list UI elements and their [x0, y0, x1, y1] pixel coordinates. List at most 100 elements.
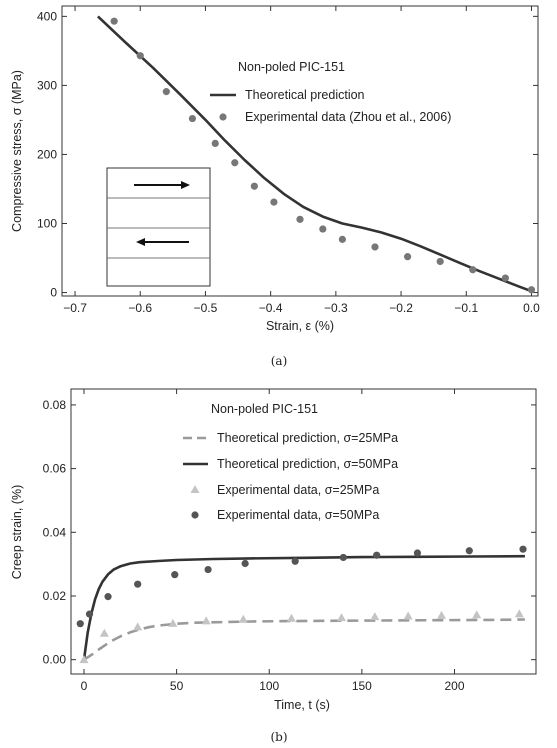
chart-b-caption: (b): [270, 730, 287, 744]
chart-a-legend: Non-poled PIC-151 Theoretical prediction…: [210, 60, 451, 124]
chart-a-series-1-point-9: [319, 225, 327, 233]
chart-b-legend-series-3: Experimental data, σ=25MPa: [217, 483, 379, 497]
chart-a-legend-title: Non-poled PIC-151: [238, 60, 345, 74]
chart-b-frame: [70, 388, 537, 675]
chart-b-xtick-label-1: 50: [170, 679, 184, 693]
chart-b-series-2-point-10: [437, 610, 447, 619]
chart-a-ytick-label-2: 200: [37, 147, 57, 161]
chart-a-series-1-point-8: [296, 215, 304, 223]
chart-b-legend-series-2: Theoretical prediction, σ=50MPa: [217, 457, 398, 471]
chart-a-xtick-label-3: −0.4: [259, 301, 283, 315]
chart-b-series-2-point-1: [99, 628, 109, 637]
chart-a-series-1-point-11: [371, 243, 379, 251]
chart-b-series-3-point-9: [373, 551, 381, 559]
chart-a-xtick-label-4: −0.3: [324, 301, 348, 315]
inset-arrow-right-head: [181, 181, 190, 189]
inset-arrow-left-head: [136, 238, 145, 246]
chart-b-ytick-label-3: 0.06: [43, 462, 67, 476]
chart-b-legend-series-1: Theoretical prediction, σ=25MPa: [217, 431, 398, 445]
chart-a-series-1-point-14: [469, 266, 477, 274]
chart-a-series-1-point-6: [250, 182, 258, 190]
chart-b-xlabel: Time, t (s): [274, 698, 330, 712]
chart-b-series-2-point-7: [336, 613, 346, 622]
chart-a-series-1-point-2: [162, 88, 170, 96]
chart-b-legend-series-4: Experimental data, σ=50MPa: [217, 508, 379, 522]
chart-b-legend-title: Non-poled PIC-151: [211, 402, 318, 416]
chart-a-xlabel: Strain, ε (%): [266, 319, 334, 333]
chart-b-ytick-label-4: 0.08: [43, 398, 67, 412]
chart-a-caption: (a): [271, 354, 288, 368]
chart-b-series-line-1: [82, 554, 525, 660]
chart-a-series-1-point-3: [188, 114, 197, 123]
chart-b-series-3-point-12: [519, 545, 527, 553]
chart-b-legend: Non-poled PIC-151 Theoretical prediction…: [183, 402, 398, 522]
chart-a-series-1-point-5: [231, 159, 239, 167]
chart-b-ylabel: Creep strain, (%): [10, 485, 24, 579]
legend-a-dot-swatch: [219, 113, 227, 121]
chart-b-series-3-point-1: [85, 610, 94, 618]
chart-a-xtick-label-7: 0.0: [523, 301, 540, 315]
legend-b-dot-swatch: [191, 511, 199, 519]
chart-a-series-1-point-12: [403, 253, 412, 261]
chart-a-legend-series-1: Theoretical prediction: [245, 88, 365, 102]
chart-b-series-2-point-9: [403, 611, 413, 620]
chart-b-series: [76, 545, 527, 664]
chart-a-series-1-point-16: [527, 286, 536, 294]
chart-b-series-3-point-0: [76, 620, 84, 628]
inset-schematic: [106, 167, 211, 287]
chart-a-xtick-label-1: −0.6: [128, 301, 152, 315]
chart-b-xtick-label-0: 0: [81, 679, 88, 693]
chart-a-series: [97, 15, 536, 294]
chart-b-series-3-point-7: [291, 557, 299, 565]
chart-b-series-2-point-12: [514, 609, 524, 618]
legend-b-triangle-swatch: [190, 485, 200, 493]
chart-b-series-3-point-11: [465, 547, 473, 555]
chart-a-xtick-label-0: −0.7: [63, 301, 87, 315]
chart-b-ytick-label-1: 0.02: [43, 589, 67, 603]
chart-b-series-line-0: [83, 618, 525, 661]
chart-a-frame: [61, 5, 539, 297]
chart-a-legend-series-2: Experimental data (Zhou et al., 2006): [245, 110, 451, 124]
chart-b-series-2-point-3: [168, 618, 178, 627]
inset-frame: [106, 167, 211, 287]
chart-a-ytick-label-3: 300: [37, 78, 57, 92]
chart-a-ytick-label-4: 400: [37, 9, 57, 23]
chart-b-series-2-point-4: [201, 616, 211, 625]
chart-b-series-3-point-10: [413, 549, 422, 557]
chart-b-series-3-point-2: [104, 593, 112, 601]
chart-a-series-1-point-1: [136, 52, 144, 60]
chart-b-series-3-point-3: [134, 580, 142, 588]
chart-b-series-2-point-8: [370, 612, 380, 621]
chart-a-ytick-label-0: 0: [50, 286, 57, 300]
chart-b-series-2-point-5: [238, 614, 248, 623]
chart-a-xtick-label-5: −0.2: [389, 301, 413, 315]
chart-a-ticks: −0.7 −0.6 −0.5 −0.4 −0.3 −0.2 −0.1 0.0 0 100 200 30…: [37, 6, 540, 315]
chart-b-series-2-point-2: [133, 622, 143, 631]
chart-b-xtick-label-2: 100: [259, 679, 279, 693]
chart-a-series-1-point-10: [338, 235, 346, 243]
chart-b-ytick-label-0: 0.00: [43, 653, 67, 667]
chart-a-series-line-0: [97, 15, 532, 293]
chart-b-series-3-point-4: [171, 571, 179, 579]
chart-a-series-1-point-7: [270, 198, 278, 206]
chart-a-ylabel: Compressive stress, σ (MPa): [10, 70, 24, 232]
chart-b: 0 50 100 150 200 0.00 0.02 0.04 0.06 0.08 Time, t…: [10, 388, 537, 744]
chart-a-series-1-point-0: [110, 17, 118, 25]
chart-a-series-1-point-4: [211, 139, 219, 148]
chart-b-series-2-point-0: [79, 655, 89, 664]
chart-b-series-2-point-6: [286, 613, 296, 622]
chart-b-series-2-point-11: [472, 610, 482, 619]
chart-a-series-1-point-13: [436, 257, 444, 266]
chart-b-series-3-point-6: [241, 559, 249, 568]
chart-a-ytick-label-1: 100: [37, 217, 57, 231]
chart-b-series-3-point-5: [204, 565, 212, 574]
chart-b-xtick-label-4: 200: [444, 679, 464, 693]
chart-b-ytick-label-2: 0.04: [43, 525, 67, 539]
chart-a-xtick-label-2: −0.5: [194, 301, 218, 315]
chart-b-xtick-label-3: 150: [352, 679, 372, 693]
chart-a-series-1-point-15: [501, 274, 509, 282]
chart-a: −0.7 −0.6 −0.5 −0.4 −0.3 −0.2 −0.1 0.0 0 100 200 30…: [10, 5, 540, 368]
chart-b-series-3-point-8: [339, 553, 347, 562]
chart-b-ticks: 0 50 100 150 200 0.00 0.02 0.04 0.06 0.08: [43, 389, 536, 693]
